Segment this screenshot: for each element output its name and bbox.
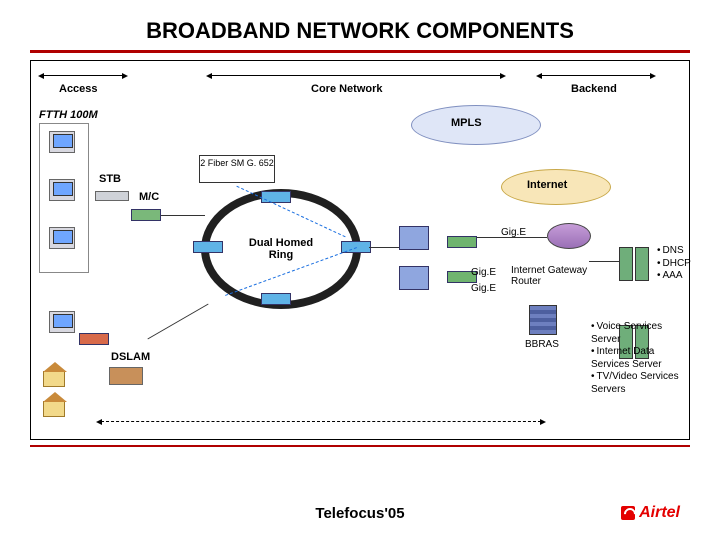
- arrow-backend: [541, 75, 651, 76]
- label-mpls: MPLS: [451, 117, 482, 129]
- backend-list-2: Voice Services Server Internet Data Serv…: [591, 321, 691, 396]
- label-access: Access: [59, 83, 98, 95]
- pc-top-icon: [49, 131, 75, 153]
- core-sw-2-icon: [399, 266, 429, 290]
- label-mc: M/C: [139, 191, 159, 203]
- core-sw-1-icon: [399, 226, 429, 250]
- airtel-logo-text: Airtel: [639, 504, 680, 521]
- diagram-frame: Access Core Network Backend FTTH 100M ST…: [30, 60, 690, 440]
- label-ring: Dual Homed Ring: [241, 237, 321, 261]
- label-bbras: BBRAS: [525, 339, 559, 350]
- arrow-span: [101, 421, 541, 422]
- page-title: BROADBAND NETWORK COMPONENTS: [0, 18, 720, 44]
- rule-top: [30, 50, 690, 53]
- ring-sw-top-icon: [261, 191, 291, 203]
- stb-icon: [95, 191, 129, 201]
- ring-sw-bot-icon: [261, 293, 291, 305]
- bbras-icon: [529, 305, 557, 335]
- svc-voice: Voice Services Server: [591, 321, 691, 346]
- modem-icon: [79, 333, 109, 345]
- house-1-icon: [43, 371, 65, 387]
- airtel-logo-icon: [621, 506, 635, 520]
- arrow-core: [211, 75, 501, 76]
- footer-text: Telefocus'05: [0, 505, 720, 522]
- server-2-icon: [635, 247, 649, 281]
- ring-sw-left-icon: [193, 241, 223, 253]
- link-core-router: [477, 237, 547, 238]
- server-1-icon: [619, 247, 633, 281]
- link-dslam-ring: [147, 304, 208, 340]
- airtel-logo: Airtel: [621, 504, 680, 522]
- link-ring-core: [369, 247, 399, 248]
- mc-switch-icon: [131, 209, 161, 221]
- pc-bottom-icon: [49, 311, 75, 333]
- label-ftth: FTTH 100M: [39, 109, 98, 121]
- rule-bottom: [30, 445, 690, 447]
- svc-tv: TV/Video Services Servers: [591, 371, 691, 396]
- label-igw: Internet Gateway Router: [511, 265, 601, 287]
- core-sw-3-icon: [447, 236, 477, 248]
- label-internet: Internet: [527, 179, 567, 191]
- svc-dhcp: DHCP: [657, 258, 691, 271]
- pc-mid-icon: [49, 179, 75, 201]
- arrow-access: [43, 75, 123, 76]
- label-backend: Backend: [571, 83, 617, 95]
- label-core: Core Network: [311, 83, 383, 95]
- label-stb: STB: [99, 173, 121, 185]
- gateway-router-icon: [547, 223, 591, 249]
- svc-dns: DNS: [657, 245, 691, 258]
- backend-list-1: DNS DHCP AAA: [657, 245, 691, 283]
- dslam-icon: [109, 367, 143, 385]
- svc-aaa: AAA: [657, 270, 691, 283]
- pc-bot-icon: [49, 227, 75, 249]
- label-fiber: 2 Fiber SM G. 652: [199, 155, 275, 183]
- label-gige2: Gig.E: [471, 267, 496, 278]
- label-dslam: DSLAM: [111, 351, 150, 363]
- house-2-icon: [43, 401, 65, 417]
- link-router-backend: [589, 261, 619, 262]
- svc-data: Internet Data Services Server: [591, 346, 691, 371]
- link-mc-ring: [161, 215, 205, 216]
- label-gige3: Gig.E: [471, 283, 496, 294]
